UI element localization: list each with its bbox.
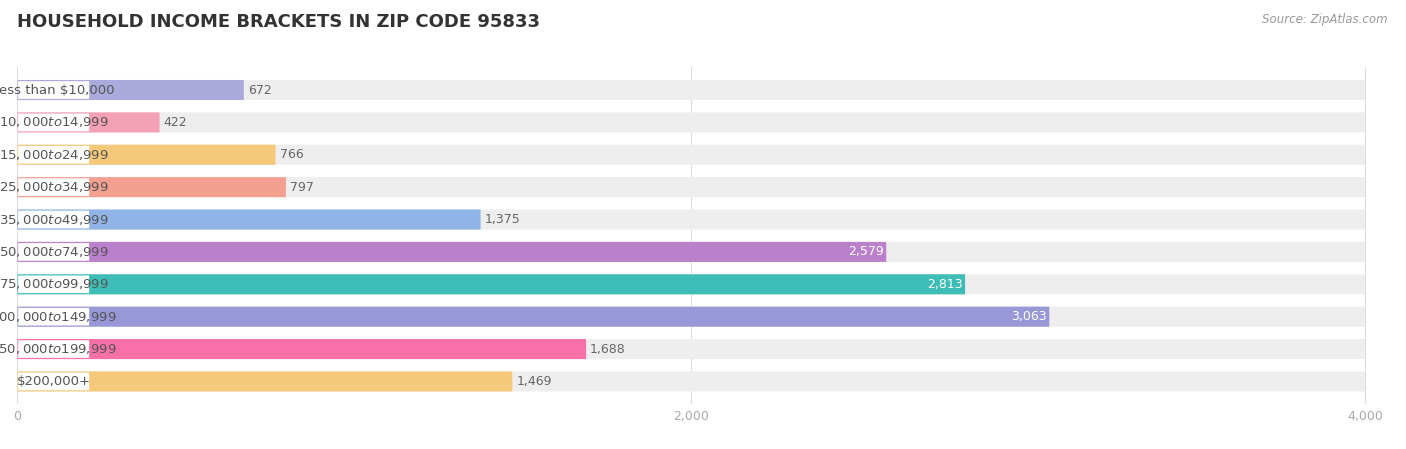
Text: $200,000+: $200,000+ <box>17 375 90 388</box>
FancyBboxPatch shape <box>17 274 1365 295</box>
Text: $35,000 to $49,999: $35,000 to $49,999 <box>0 212 108 227</box>
FancyBboxPatch shape <box>18 114 89 131</box>
Text: 3,063: 3,063 <box>1011 310 1046 323</box>
Text: 766: 766 <box>280 148 304 161</box>
Text: 1,375: 1,375 <box>485 213 520 226</box>
FancyBboxPatch shape <box>17 145 276 165</box>
Text: Less than $10,000: Less than $10,000 <box>0 84 115 97</box>
FancyBboxPatch shape <box>17 307 1365 327</box>
FancyBboxPatch shape <box>17 307 1049 327</box>
FancyBboxPatch shape <box>17 242 1365 262</box>
Text: $75,000 to $99,999: $75,000 to $99,999 <box>0 277 108 291</box>
FancyBboxPatch shape <box>18 373 89 390</box>
Text: 672: 672 <box>247 84 271 97</box>
FancyBboxPatch shape <box>18 340 89 358</box>
Text: $50,000 to $74,999: $50,000 to $74,999 <box>0 245 108 259</box>
FancyBboxPatch shape <box>17 210 1365 229</box>
Text: 1,469: 1,469 <box>516 375 553 388</box>
Text: 2,579: 2,579 <box>848 246 883 259</box>
FancyBboxPatch shape <box>18 146 89 163</box>
Text: 797: 797 <box>290 180 314 194</box>
Text: 1,688: 1,688 <box>591 343 626 356</box>
FancyBboxPatch shape <box>17 371 1365 392</box>
FancyBboxPatch shape <box>17 112 160 132</box>
FancyBboxPatch shape <box>18 276 89 293</box>
FancyBboxPatch shape <box>18 211 89 229</box>
Text: HOUSEHOLD INCOME BRACKETS IN ZIP CODE 95833: HOUSEHOLD INCOME BRACKETS IN ZIP CODE 95… <box>17 13 540 31</box>
FancyBboxPatch shape <box>18 308 89 326</box>
FancyBboxPatch shape <box>17 177 1365 197</box>
FancyBboxPatch shape <box>17 112 1365 132</box>
Text: Source: ZipAtlas.com: Source: ZipAtlas.com <box>1263 13 1388 26</box>
FancyBboxPatch shape <box>18 243 89 261</box>
FancyBboxPatch shape <box>18 178 89 196</box>
Text: 422: 422 <box>163 116 187 129</box>
Text: $15,000 to $24,999: $15,000 to $24,999 <box>0 148 108 162</box>
FancyBboxPatch shape <box>17 339 1365 359</box>
FancyBboxPatch shape <box>17 339 586 359</box>
FancyBboxPatch shape <box>17 80 1365 100</box>
FancyBboxPatch shape <box>18 81 89 99</box>
Text: $10,000 to $14,999: $10,000 to $14,999 <box>0 115 108 129</box>
FancyBboxPatch shape <box>17 80 243 100</box>
FancyBboxPatch shape <box>17 274 965 295</box>
FancyBboxPatch shape <box>17 145 1365 165</box>
Text: $25,000 to $34,999: $25,000 to $34,999 <box>0 180 108 194</box>
FancyBboxPatch shape <box>17 371 512 392</box>
FancyBboxPatch shape <box>17 210 481 229</box>
FancyBboxPatch shape <box>17 242 886 262</box>
Text: $150,000 to $199,999: $150,000 to $199,999 <box>0 342 117 356</box>
Text: $100,000 to $149,999: $100,000 to $149,999 <box>0 310 117 324</box>
FancyBboxPatch shape <box>17 177 285 197</box>
Text: 2,813: 2,813 <box>927 278 962 291</box>
